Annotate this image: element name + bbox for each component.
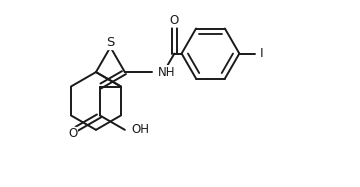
Text: S: S	[106, 36, 114, 50]
Text: I: I	[259, 47, 263, 60]
Text: NH: NH	[158, 66, 175, 79]
Text: O: O	[68, 128, 77, 140]
Text: O: O	[170, 14, 179, 27]
Text: OH: OH	[131, 123, 149, 136]
